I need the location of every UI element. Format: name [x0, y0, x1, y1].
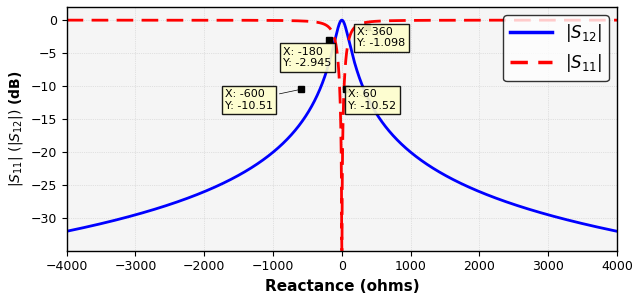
$|S_{11}|$ — [127, 18, 135, 22]
Text: X: 360
Y: -1.098: X: 360 Y: -1.098 — [357, 27, 405, 48]
Legend: $|S_{12}|$, $|S_{11}|$: $|S_{12}|$, $|S_{11}|$ — [504, 15, 609, 81]
Y-axis label: $|S_{11}|$ $(|S_{12}|)$ (dB): $|S_{11}|$ $(|S_{12}|)$ (dB) — [7, 71, 25, 187]
Text: X: -180
Y: -2.945: X: -180 Y: -2.945 — [284, 39, 332, 68]
X-axis label: Reactance (ohms): Reactance (ohms) — [264, 279, 419, 294]
Text: X: -600
Y: -10.51: X: -600 Y: -10.51 — [225, 89, 298, 111]
$|S_{12}|$ — [180, 198, 188, 201]
$|S_{12}|$ — [598, 226, 605, 230]
$|S_{12}|$ — [63, 229, 70, 233]
$|S_{12}|$ — [470, 187, 477, 191]
$|S_{11}|$ — [470, 18, 477, 22]
$|S_{12}|$ — [127, 214, 135, 218]
Text: X: 60
Y: -10.52: X: 60 Y: -10.52 — [348, 89, 396, 111]
$|S_{11}|$ — [95, 18, 103, 22]
$|S_{12}|$ — [95, 222, 103, 226]
$|S_{12}|$ — [338, 18, 346, 22]
$|S_{11}|$ — [598, 18, 605, 22]
$|S_{11}|$ — [180, 18, 188, 22]
$|S_{11}|$ — [310, 20, 317, 23]
$|S_{11}|$ — [63, 18, 70, 22]
$|S_{11}|$ — [338, 249, 346, 253]
$|S_{12}|$ — [310, 100, 317, 104]
Line: $|S_{11}|$: $|S_{11}|$ — [67, 20, 617, 251]
$|S_{11}|$ — [613, 18, 621, 22]
$|S_{12}|$ — [613, 229, 621, 233]
Line: $|S_{12}|$: $|S_{12}|$ — [67, 20, 617, 231]
